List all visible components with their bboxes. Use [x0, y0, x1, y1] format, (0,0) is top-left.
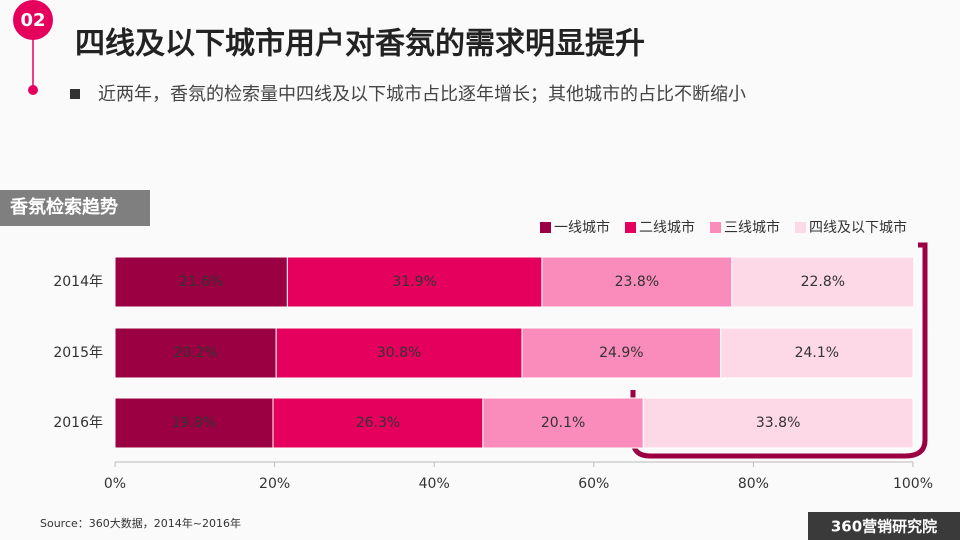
y-tick-label: 2016年 — [53, 415, 103, 431]
legend-swatch — [540, 222, 551, 233]
section-label-bg — [0, 190, 150, 226]
bar-segment — [521, 327, 722, 379]
data-label: 19.8% — [172, 415, 216, 431]
x-tick-label: 80% — [738, 476, 769, 492]
legend-swatch — [795, 222, 806, 233]
logo: 360营销研究院 — [831, 518, 937, 536]
data-label: 22.8% — [801, 274, 845, 290]
bar-segment — [114, 256, 288, 308]
deco-dot — [28, 85, 38, 95]
logo-bg — [808, 512, 960, 540]
data-label: 30.8% — [377, 345, 421, 361]
bar-segment — [642, 397, 914, 449]
x-tick-label: 0% — [104, 476, 126, 492]
legend-label: 四线及以下城市 — [809, 219, 907, 236]
chart: 0% 20% 40% 60% 80% 100% 2014年 21.6% 31.9% 23.8% 22… — [53, 219, 933, 492]
title: 四线及以下城市用户对香氛的需求明显提升 — [75, 27, 645, 62]
section-label: 香氛检索趋势 — [9, 196, 118, 218]
legend-label: 二线城市 — [639, 219, 695, 236]
bullet — [70, 89, 80, 99]
subtitle: 近两年，香氛的检索量中四线及以下城市占比逐年增长；其他城市的占比不断缩小 — [98, 84, 746, 105]
data-label: 24.1% — [795, 345, 839, 361]
bar-segment — [731, 256, 915, 308]
data-label: 20.1% — [541, 415, 585, 431]
bar-segment — [482, 397, 644, 449]
legend-label: 三线城市 — [724, 219, 780, 236]
bar-segment — [114, 397, 274, 449]
bar-segment — [275, 327, 523, 379]
data-label: 24.9% — [599, 345, 643, 361]
legend-label: 一线城市 — [554, 219, 610, 236]
badge-circle — [13, 0, 53, 40]
x-tick-label: 100% — [893, 476, 933, 492]
legend-swatch — [625, 222, 636, 233]
data-label: 23.8% — [615, 274, 659, 290]
legend-swatch — [710, 222, 721, 233]
x-tick-label: 20% — [259, 476, 290, 492]
data-label: 31.9% — [392, 274, 436, 290]
bar-segment — [272, 397, 484, 449]
x-tick-label: 40% — [419, 476, 450, 492]
y-tick-label: 2015年 — [53, 345, 103, 361]
badge: 02 — [20, 10, 45, 31]
data-label: 33.8% — [756, 415, 800, 431]
bar-segment — [114, 327, 277, 379]
data-label: 21.6% — [179, 274, 223, 290]
data-label: 26.3% — [356, 415, 400, 431]
y-tick-label: 2014年 — [53, 274, 103, 290]
source: Source：360大数据，2014年~2016年 — [40, 516, 241, 530]
bar-segment — [720, 327, 914, 379]
data-label: 20.2% — [173, 345, 217, 361]
x-tick-label: 60% — [578, 476, 609, 492]
